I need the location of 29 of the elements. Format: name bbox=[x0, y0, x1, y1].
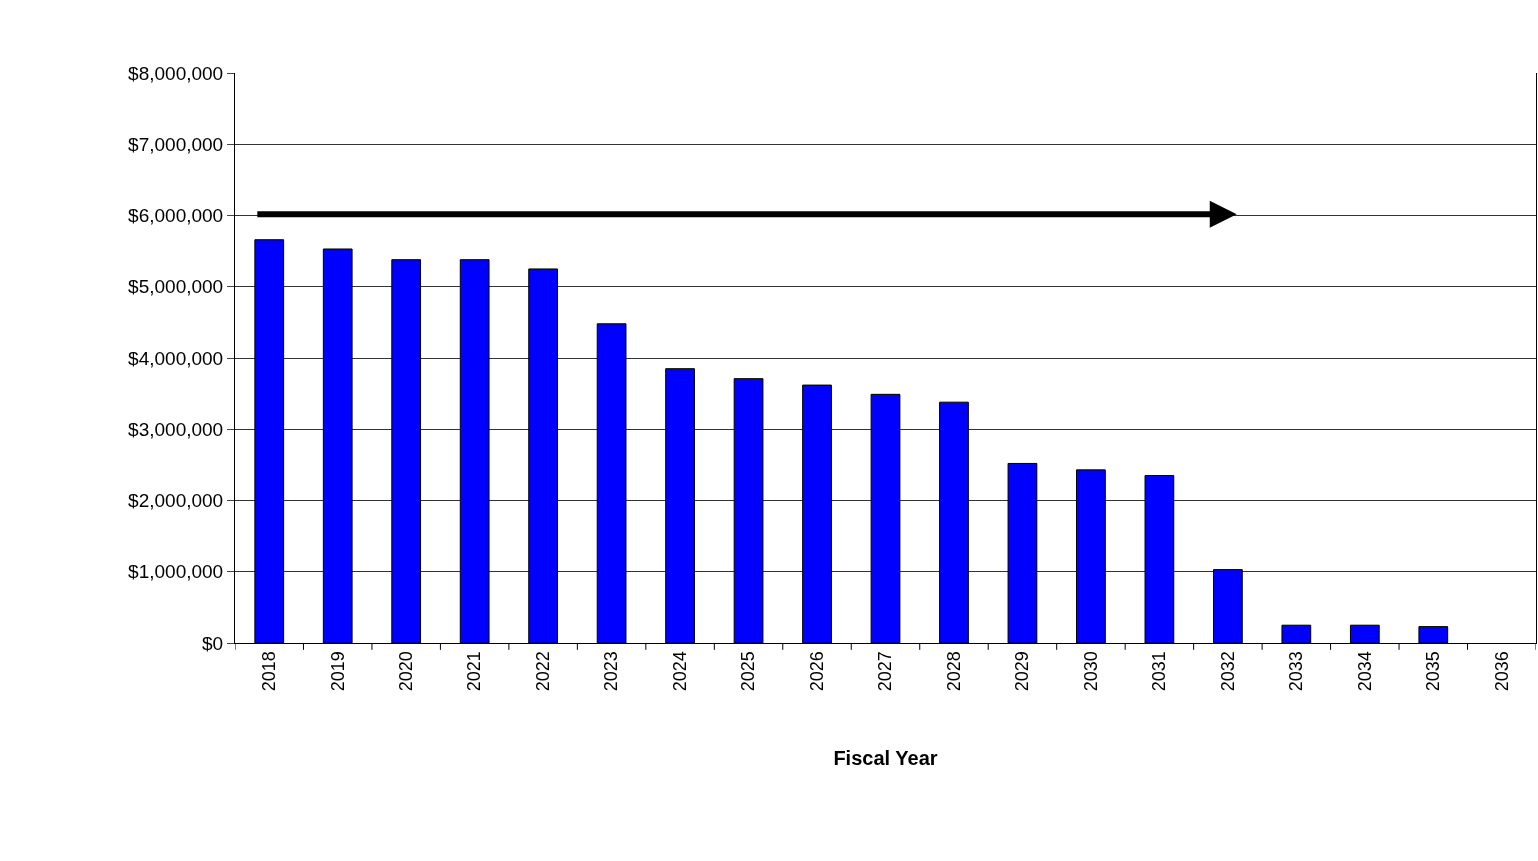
x-tick-label: 2020 bbox=[396, 651, 417, 692]
x-tick-label: 2018 bbox=[259, 651, 280, 692]
x-tick-label: 2029 bbox=[1012, 651, 1033, 692]
y-tick-label: $2,000,000 bbox=[128, 490, 224, 512]
x-tick-label: 2019 bbox=[327, 651, 348, 692]
x-tick-label: 2034 bbox=[1354, 651, 1375, 692]
y-tick-label: $1,000,000 bbox=[128, 561, 224, 583]
y-tick-label: $5,000,000 bbox=[128, 276, 224, 298]
y-tick-label: $4,000,000 bbox=[128, 347, 224, 369]
x-tick-label: 2030 bbox=[1080, 651, 1101, 692]
y-tick-label: $8,000,000 bbox=[128, 62, 224, 84]
y-tick-label: $7,000,000 bbox=[128, 133, 224, 155]
x-tick-label: 2021 bbox=[464, 651, 485, 692]
x-tick-label: 2031 bbox=[1149, 651, 1170, 692]
x-tick-label: 2035 bbox=[1423, 651, 1444, 692]
x-tick-label: 2026 bbox=[806, 651, 827, 692]
x-tick-label: 2027 bbox=[875, 651, 896, 692]
y-tick-label: $0 bbox=[202, 632, 224, 654]
x-tick-label: 2025 bbox=[738, 651, 759, 692]
x-tick-label: 2024 bbox=[669, 651, 690, 692]
x-tick-label: 2032 bbox=[1217, 651, 1238, 692]
y-tick-label: $3,000,000 bbox=[128, 418, 224, 440]
x-tick-label: 2028 bbox=[943, 651, 964, 692]
x-axis-title: Fiscal Year bbox=[833, 746, 938, 769]
y-tick-label: $6,000,000 bbox=[128, 205, 224, 227]
x-tick-label: 2022 bbox=[532, 651, 553, 692]
x-tick-label: 2023 bbox=[601, 651, 622, 692]
x-tick-label: 2036 bbox=[1491, 651, 1512, 692]
x-tick-label: 2033 bbox=[1286, 651, 1307, 692]
